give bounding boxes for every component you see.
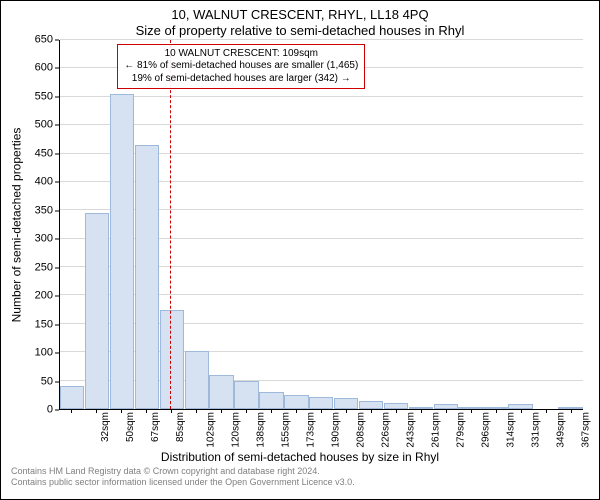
x-tick: 173sqm	[307, 412, 317, 448]
x-tick: 102sqm	[207, 412, 217, 448]
x-tick: 50sqm	[126, 412, 136, 442]
bar	[209, 375, 233, 409]
y-tick: 500	[27, 120, 53, 131]
y-tick: 400	[27, 177, 53, 188]
y-tick: 150	[27, 319, 53, 330]
x-axis-ticks: 32sqm 50sqm 67sqm 85sqm 102sqm 120sqm 138sqm 15…	[59, 410, 583, 450]
x-tick: 155sqm	[282, 412, 292, 448]
chart: Number of semi-detached properties 0 50 10…	[11, 40, 589, 450]
bar	[508, 404, 532, 409]
x-tick: 349sqm	[556, 412, 566, 448]
page-title-1: 10, WALNUT CRESCENT, RHYL, LL18 4PQ	[11, 7, 589, 22]
bar	[234, 381, 258, 409]
x-tick: 367sqm	[581, 412, 591, 448]
bar	[185, 351, 209, 409]
x-tick: 32sqm	[101, 412, 111, 442]
y-tick: 600	[27, 63, 53, 74]
bar	[309, 397, 333, 409]
x-tick: 331sqm	[531, 412, 541, 448]
bar	[135, 145, 159, 409]
x-tick: 314sqm	[506, 412, 516, 448]
page-title-2: Size of property relative to semi-detach…	[11, 23, 589, 38]
footer-line-2: Contains public sector information licen…	[11, 477, 589, 488]
x-axis-label: Distribution of semi-detached houses by …	[11, 450, 589, 464]
x-tick: 261sqm	[431, 412, 441, 448]
bar	[558, 407, 582, 409]
y-axis-label: Number of semi-detached properties	[8, 40, 24, 410]
bar	[458, 407, 482, 409]
y-tick: 50	[27, 376, 53, 387]
bar	[359, 401, 383, 410]
y-tick: 650	[27, 35, 53, 46]
footer: Contains HM Land Registry data © Crown c…	[11, 466, 589, 488]
footer-line-1: Contains HM Land Registry data © Crown c…	[11, 466, 589, 477]
x-tick: 208sqm	[357, 412, 367, 448]
x-tick: 243sqm	[406, 412, 416, 448]
x-tick: 226sqm	[382, 412, 392, 448]
annotation-line-2: ← 81% of semi-detached houses are smalle…	[124, 60, 358, 73]
x-tick: 120sqm	[232, 412, 242, 448]
bar	[384, 403, 408, 409]
bar	[60, 386, 84, 409]
bars-layer	[60, 40, 583, 409]
x-tick: 190sqm	[332, 412, 342, 448]
bar	[85, 213, 109, 409]
bar	[334, 398, 358, 409]
plot-area: 10 WALNUT CRESCENT: 109sqm ← 81% of semi…	[59, 40, 583, 410]
bar	[259, 392, 283, 409]
y-axis-ticks: 050100150200250300350400450500550600650	[27, 40, 55, 410]
y-tick: 300	[27, 234, 53, 245]
y-tick: 350	[27, 205, 53, 216]
y-tick: 550	[27, 91, 53, 102]
x-tick: 138sqm	[257, 412, 267, 448]
bar	[284, 395, 308, 409]
y-tick: 200	[27, 291, 53, 302]
x-tick: 296sqm	[481, 412, 491, 448]
reference-line	[170, 40, 171, 409]
x-tick: 279sqm	[456, 412, 466, 448]
bar	[434, 404, 458, 409]
x-tick: 85sqm	[176, 412, 186, 442]
bar	[160, 310, 184, 409]
y-tick: 450	[27, 148, 53, 159]
annotation-line-1: 10 WALNUT CRESCENT: 109sqm	[124, 48, 358, 61]
y-tick: 250	[27, 262, 53, 273]
x-tick: 67sqm	[151, 412, 161, 442]
bar	[110, 94, 134, 409]
annotation-box: 10 WALNUT CRESCENT: 109sqm ← 81% of semi…	[117, 44, 365, 90]
chart-page: 10, WALNUT CRESCENT, RHYL, LL18 4PQ Size…	[0, 0, 600, 500]
bar	[409, 407, 433, 409]
y-tick: 0	[27, 405, 53, 416]
annotation-line-3: 19% of semi-detached houses are larger (…	[124, 73, 358, 86]
y-tick: 100	[27, 348, 53, 359]
bar	[483, 407, 507, 409]
